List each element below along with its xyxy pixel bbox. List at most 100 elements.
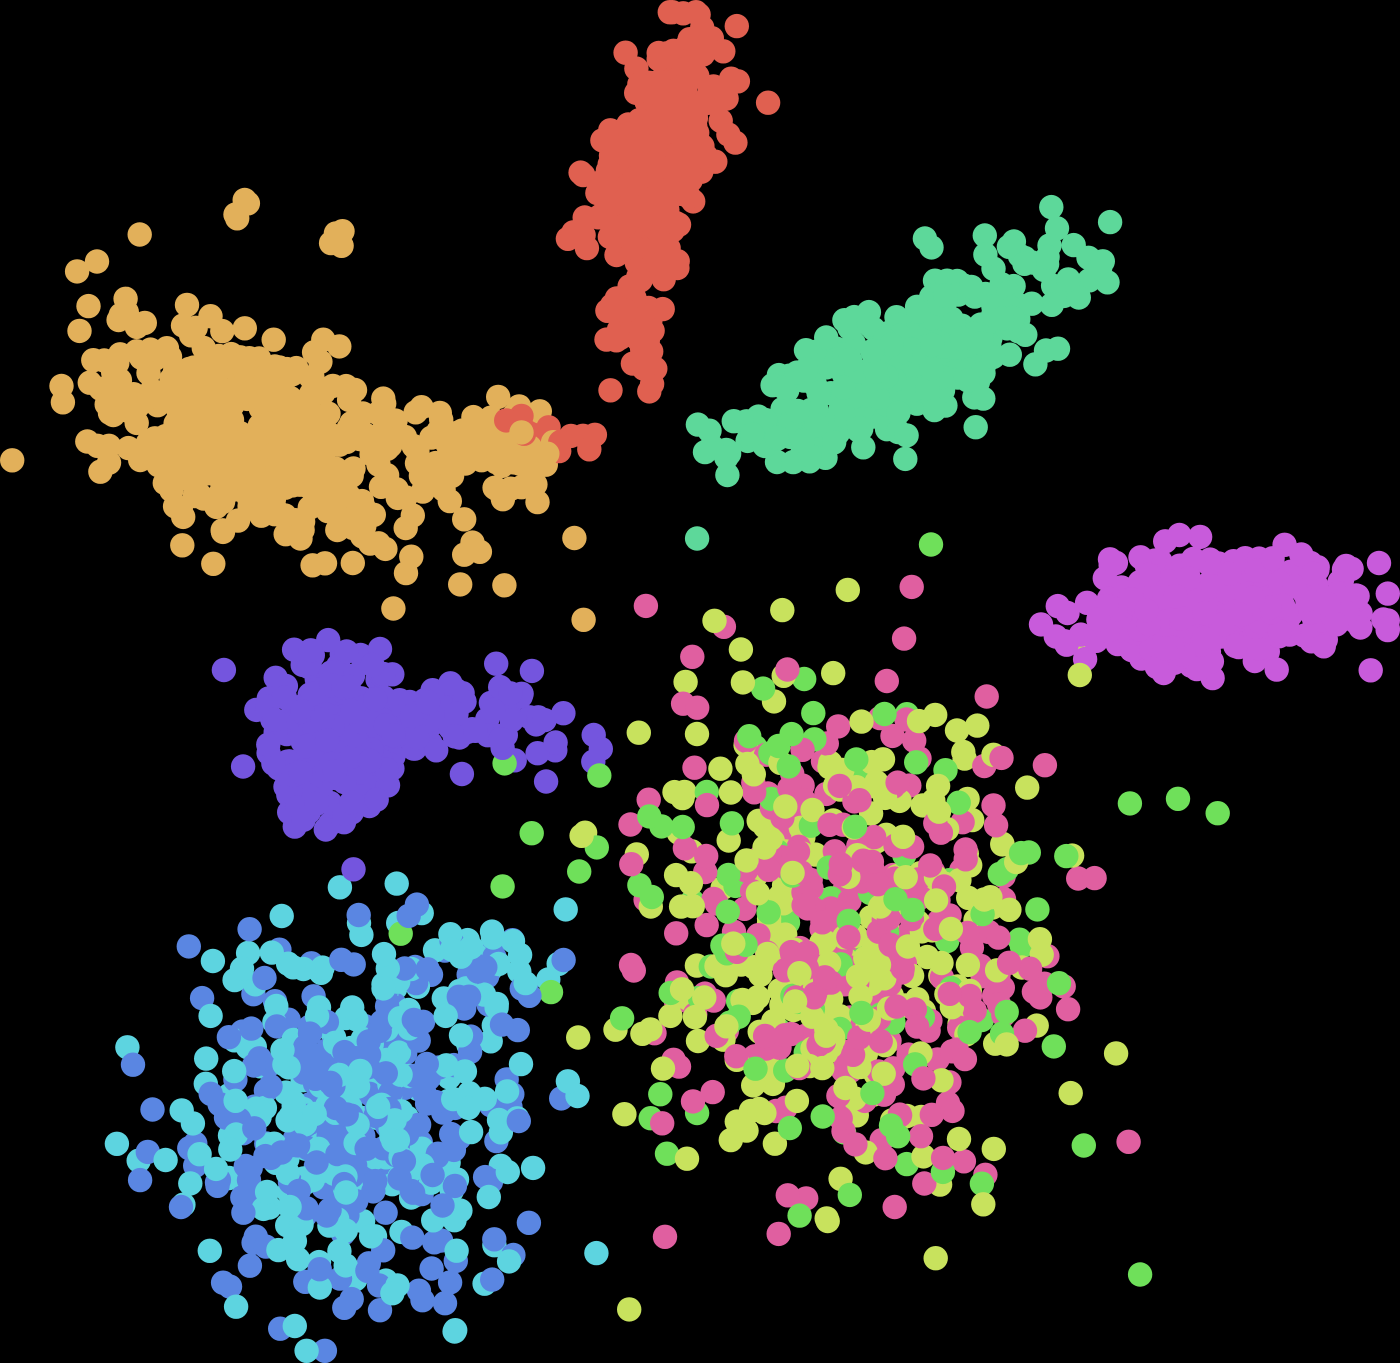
scatter-point [900,897,925,923]
scatter-point [1014,775,1040,800]
scatter-point [719,811,745,836]
scatter-point [258,1074,283,1099]
scatter-point [371,941,397,967]
scatter-point [890,824,916,849]
scatter-point [1134,598,1159,623]
scatter-point [973,242,998,267]
scatter-point [178,323,204,348]
scatter-point [1264,657,1289,682]
scatter-point [949,326,974,351]
scatter-point [406,1278,432,1303]
scatter-point [142,426,168,451]
scatter-point [1066,285,1092,310]
scatter-point [938,916,964,942]
scatter-point [847,416,872,441]
scatter-point [1192,600,1217,626]
scatter-point [174,292,200,318]
scatter-point [444,701,469,726]
scatter-point [318,422,343,448]
scatter-point [905,1014,930,1039]
scatter-point [310,707,335,732]
scatter-point [680,894,705,919]
scatter-point [553,897,578,922]
scatter-point [346,902,371,928]
scatter-point [714,1014,739,1039]
scatter-point [380,1281,405,1306]
scatter-point [929,1068,954,1093]
scatter-point [845,964,871,989]
scatter-point [442,1319,467,1344]
scatter-point [242,1116,267,1141]
scatter-point [307,1257,332,1282]
scatter-point [442,724,467,749]
scatter-point [747,1096,772,1122]
scatter-point [652,1224,678,1250]
scatter-point [758,826,783,852]
scatter-point [756,900,781,925]
scatter-point [297,1021,323,1046]
scatter-point [627,72,652,97]
scatter-point [399,703,425,729]
scatter-point [241,1053,267,1078]
scatter-point [1041,1034,1067,1059]
scatter-point [256,732,281,757]
scatter-point [304,791,329,816]
scatter-point [926,799,952,824]
scatter-point [919,1102,944,1128]
scatter-point [341,857,366,882]
scatter-point [488,727,513,752]
scatter-point [978,885,1003,910]
scatter-point [906,299,931,324]
scatter-point [1152,636,1178,661]
scatter-point [994,999,1019,1025]
scatter-point [613,298,639,323]
scatter-point [285,1247,311,1272]
scatter-point [167,423,192,449]
scatter-point [348,1058,373,1084]
scatter-point [430,1193,455,1218]
scatter-point [741,762,766,787]
scatter-point [879,332,904,357]
scatter-point [609,1006,635,1031]
scatter-point [513,970,538,996]
scatter-point [499,708,524,733]
scatter-point [208,484,233,509]
scatter-point [828,1106,853,1131]
scatter-point [1012,1018,1038,1043]
scatter-point [884,994,909,1019]
scatter-point [210,519,236,545]
scatter-point [254,1179,280,1205]
scatter-point [650,1111,675,1136]
scatter-point [572,205,597,230]
scatter-point [198,1003,223,1029]
scatter-point [793,338,819,363]
scatter-point [372,391,397,416]
scatter-point [730,670,756,695]
scatter-point [1056,267,1081,292]
scatter-point [373,536,398,562]
scatter-point [837,1182,862,1208]
scatter-point [340,550,365,576]
scatter-point [67,318,92,344]
scatter-point [694,843,719,869]
scatter-point [419,1256,444,1281]
scatter-point [1205,801,1230,826]
scatter-point [416,465,441,491]
scatter-point [592,185,617,210]
scatter-point [671,175,697,200]
scatter-point [516,1210,542,1236]
scatter-point [185,448,211,473]
scatter-point [300,553,325,578]
scatter-point [439,937,464,962]
scatter-point [282,1228,308,1254]
scatter-point [577,437,602,462]
scatter-point [543,730,568,755]
scatter-point [764,425,789,450]
scatter-point [287,472,313,497]
scatter-point [989,745,1014,771]
scatter-point [957,983,983,1009]
scatter-point [229,956,255,981]
scatter-point [775,657,800,682]
scatter-point [633,593,659,619]
scatter-point [880,723,905,749]
